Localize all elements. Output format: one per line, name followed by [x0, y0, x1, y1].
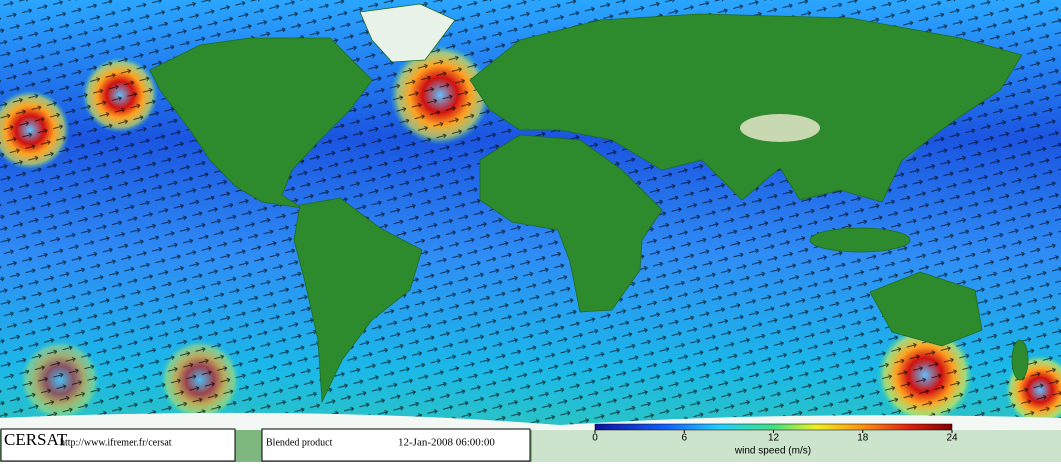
- colorbar: [594, 423, 953, 431]
- datetime: 12-Jan-2008 06:00:00: [398, 437, 495, 449]
- colorbar-tick-label: 6: [681, 433, 687, 444]
- colorbar-label: wind speed (m/s): [734, 446, 811, 457]
- colorbar-tick-label: 12: [768, 433, 780, 444]
- logo: CERSAT: [4, 430, 68, 449]
- land: [149, 3, 1029, 404]
- product-box: [261, 428, 531, 462]
- colorbar-box: [532, 429, 1061, 462]
- colorbar-tick-label: 0: [592, 433, 598, 444]
- colorbar-tick-label: 18: [857, 433, 869, 444]
- product: Blended product: [266, 437, 333, 448]
- logo-box: [0, 428, 236, 462]
- url: http://www.ifremer.fr/cersat: [60, 437, 172, 448]
- colorbar-tick-label: 24: [946, 433, 958, 444]
